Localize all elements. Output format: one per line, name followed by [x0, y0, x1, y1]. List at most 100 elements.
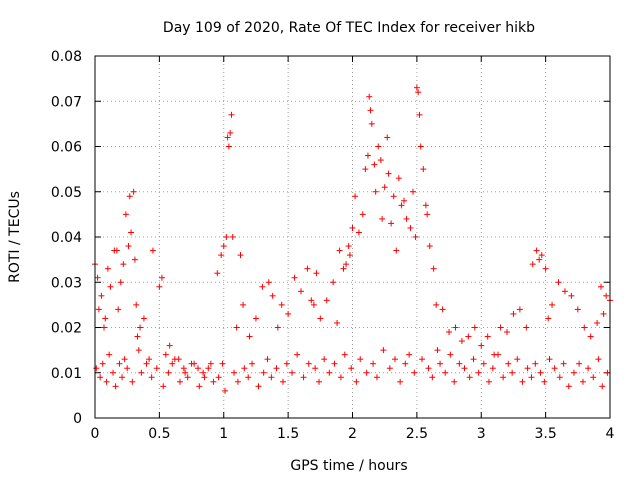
data-point	[524, 365, 531, 372]
data-point	[565, 383, 572, 390]
y-tick-label: 0.02	[51, 321, 82, 337]
data-point	[269, 292, 276, 299]
data-point	[510, 310, 517, 317]
data-point	[116, 360, 123, 367]
data-point	[532, 360, 539, 367]
data-point	[581, 324, 588, 331]
data-point	[352, 193, 359, 200]
data-point	[599, 383, 606, 390]
data-point	[231, 369, 238, 376]
data-point	[106, 351, 113, 358]
data-point	[148, 374, 155, 381]
data-point	[222, 387, 229, 394]
data-point	[597, 283, 604, 290]
y-axis-label: ROTI / TECUs	[7, 191, 23, 283]
data-point	[227, 129, 234, 136]
data-point	[561, 288, 568, 295]
data-point	[120, 261, 127, 268]
data-point	[434, 347, 441, 354]
data-point	[384, 134, 391, 141]
data-point	[411, 369, 418, 376]
data-point	[587, 333, 594, 340]
data-point	[505, 360, 512, 367]
data-point	[478, 342, 485, 349]
data-point	[291, 274, 298, 281]
data-point	[207, 360, 214, 367]
data-point	[393, 247, 400, 254]
data-point	[219, 360, 226, 367]
data-point	[377, 157, 384, 164]
data-point	[112, 383, 119, 390]
data-point	[585, 365, 592, 372]
data-point	[489, 365, 496, 372]
data-point	[326, 369, 333, 376]
data-point	[138, 369, 145, 376]
data-point	[304, 265, 311, 272]
data-point	[372, 188, 379, 195]
data-point	[470, 356, 477, 363]
data-point	[538, 252, 545, 259]
data-point	[278, 301, 285, 308]
data-point	[514, 356, 521, 363]
data-point	[214, 270, 221, 277]
y-tick-label: 0.04	[51, 230, 82, 246]
data-point	[268, 374, 275, 381]
data-point	[180, 365, 187, 372]
data-point	[265, 279, 272, 286]
data-point	[95, 306, 102, 313]
data-point	[570, 369, 577, 376]
data-point	[386, 365, 393, 372]
x-tick-label: 1.5	[277, 426, 299, 442]
data-point	[146, 356, 153, 363]
data-point	[430, 265, 437, 272]
data-point	[228, 111, 235, 118]
x-tick-labels: 0 0.5 1 1.5 2 2.5 3 3.5 4	[91, 426, 615, 442]
data-point	[426, 243, 433, 250]
y-tick-label: 0.06	[51, 140, 82, 156]
data-point	[184, 374, 191, 381]
data-point	[210, 378, 217, 385]
data-point	[370, 360, 377, 367]
data-point	[509, 369, 516, 376]
data-point	[451, 378, 458, 385]
data-point	[149, 247, 156, 254]
data-point	[381, 184, 388, 191]
data-point	[133, 301, 140, 308]
data-point	[595, 356, 602, 363]
y-tick-label: 0.01	[51, 366, 82, 382]
data-point	[380, 347, 387, 354]
data-point	[555, 279, 562, 286]
data-point	[363, 369, 370, 376]
data-point	[528, 374, 535, 381]
data-point	[137, 324, 144, 331]
data-point	[402, 360, 409, 367]
data-point	[516, 306, 523, 313]
data-point	[556, 374, 563, 381]
data-point	[542, 265, 549, 272]
data-point	[576, 360, 583, 367]
x-tick-label: 1	[219, 426, 228, 442]
data-point	[341, 351, 348, 358]
data-point	[355, 229, 362, 236]
data-point	[134, 333, 141, 340]
data-point	[107, 283, 114, 290]
data-point	[308, 297, 315, 304]
data-point	[336, 247, 343, 254]
data-point	[340, 265, 347, 272]
data-point	[362, 166, 369, 173]
x-tick-label: 3.5	[534, 426, 556, 442]
data-point	[98, 292, 105, 299]
data-point	[195, 365, 201, 372]
data-point	[349, 224, 356, 231]
data-point	[345, 243, 352, 250]
data-point	[104, 265, 111, 272]
data-point	[417, 143, 424, 150]
data-point	[353, 378, 360, 385]
data-point	[260, 369, 267, 376]
data-point	[110, 369, 117, 376]
data-point	[124, 365, 131, 372]
data-point	[135, 347, 142, 354]
data-point	[475, 369, 482, 376]
data-point	[375, 143, 382, 150]
